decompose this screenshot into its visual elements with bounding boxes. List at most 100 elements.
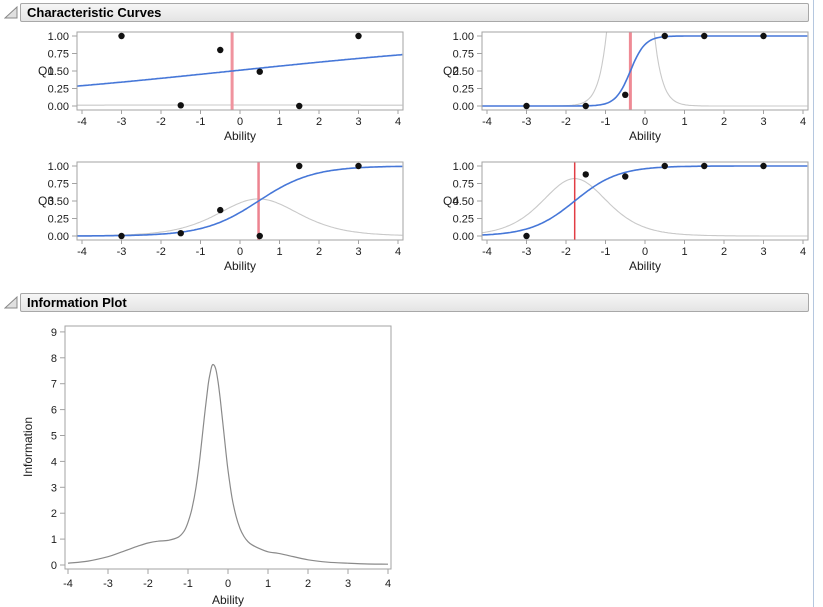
y-tick-label: 0.00 bbox=[48, 101, 69, 113]
item-label: Q1 bbox=[38, 64, 54, 78]
x-tick-label: -3 bbox=[522, 246, 532, 258]
x-tick-label: -2 bbox=[561, 246, 571, 258]
information-chart: 0 1 2 3 4 5 6 7 8 9 -4 -3 -2 -1 0 1 2 3 4 Ability Informatio… bbox=[21, 325, 392, 607]
data-point[interactable] bbox=[661, 162, 668, 170]
y-tick-label: 1.00 bbox=[48, 31, 69, 43]
x-tick-label: 0 bbox=[225, 578, 231, 590]
data-point[interactable] bbox=[701, 32, 708, 40]
data-point[interactable] bbox=[256, 232, 263, 240]
data-point[interactable] bbox=[622, 91, 629, 98]
x-tick-label: 2 bbox=[721, 246, 727, 258]
y-tick-label: 0.00 bbox=[453, 101, 474, 113]
plot-frame bbox=[76, 161, 404, 241]
x-tick-label: -1 bbox=[196, 116, 206, 128]
section-title: Information Plot bbox=[27, 295, 127, 310]
item-label: Q2 bbox=[443, 64, 459, 78]
data-point[interactable] bbox=[582, 102, 589, 110]
x-tick-label: -4 bbox=[482, 246, 492, 258]
plot-frame bbox=[64, 325, 392, 570]
y-tick-label: 0.25 bbox=[453, 84, 474, 96]
data-point[interactable] bbox=[256, 68, 263, 75]
x-axis-title: Ability bbox=[212, 593, 244, 607]
data-point[interactable] bbox=[296, 162, 303, 170]
y-tick-label: 0.50 bbox=[453, 66, 474, 78]
data-point[interactable] bbox=[355, 162, 362, 170]
y-tick-label: 0.00 bbox=[453, 231, 474, 243]
x-tick-label: -4 bbox=[77, 116, 87, 128]
data-point[interactable] bbox=[118, 232, 125, 240]
information-chart-container: 0 1 2 3 4 5 6 7 8 9 -4 -3 -2 -1 0 1 2 3 4 Ability Informatio… bbox=[20, 316, 420, 607]
data-point[interactable] bbox=[118, 32, 125, 40]
x-tick-label: 1 bbox=[681, 246, 687, 258]
y-tick-label: 0.25 bbox=[453, 214, 474, 226]
y-tick-label: 0.75 bbox=[48, 49, 69, 61]
x-tick-label: -1 bbox=[196, 246, 206, 258]
x-tick-label: 0 bbox=[237, 116, 243, 128]
data-point[interactable] bbox=[355, 32, 362, 40]
x-tick-label: 1 bbox=[681, 116, 687, 128]
icc-curve bbox=[77, 53, 403, 87]
y-axis-title: Information bbox=[21, 417, 35, 477]
disclosure-triangle-shape bbox=[4, 296, 18, 309]
y-tick-label: 3 bbox=[51, 482, 57, 494]
x-tick-label: 1 bbox=[265, 578, 271, 590]
x-tick-label: 4 bbox=[395, 246, 401, 258]
y-tick-label: 9 bbox=[51, 327, 57, 339]
plot-frame bbox=[76, 31, 404, 111]
data-point[interactable] bbox=[760, 32, 767, 40]
disclosure-triangle-icon[interactable] bbox=[4, 296, 18, 309]
x-tick-label: 1 bbox=[276, 246, 282, 258]
x-tick-label: -1 bbox=[601, 246, 611, 258]
y-tick-label: 0 bbox=[51, 560, 57, 572]
x-tick-label: 3 bbox=[355, 246, 361, 258]
x-tick-label: 3 bbox=[355, 116, 361, 128]
data-point[interactable] bbox=[760, 162, 767, 170]
section-header-information-plot[interactable]: Information Plot bbox=[20, 293, 809, 312]
x-tick-label: -4 bbox=[63, 578, 73, 590]
data-point[interactable] bbox=[523, 102, 530, 110]
y-tick-label: 0.25 bbox=[48, 84, 69, 96]
x-tick-label: 4 bbox=[800, 246, 806, 258]
item-label: Q4 bbox=[443, 194, 459, 208]
data-point[interactable] bbox=[701, 162, 708, 170]
data-point[interactable] bbox=[296, 102, 303, 110]
x-tick-label: 4 bbox=[385, 578, 391, 590]
y-tick-label: 0.75 bbox=[48, 179, 69, 191]
x-tick-label: -2 bbox=[143, 578, 153, 590]
y-tick-label: 0.00 bbox=[48, 231, 69, 243]
pane-right-edge bbox=[813, 0, 814, 607]
data-point[interactable] bbox=[177, 102, 184, 109]
icc-chart-Q3: 0.00 0.25 0.50 0.75 1.00 -4 -3 -2 -1 0 1 2 3 4 Q3 Abili… bbox=[38, 161, 404, 273]
data-point[interactable] bbox=[217, 46, 224, 54]
total-information-curve bbox=[67, 363, 389, 565]
x-tick-label: 3 bbox=[760, 116, 766, 128]
data-point[interactable] bbox=[582, 171, 589, 178]
y-tick-label: 7 bbox=[51, 379, 57, 391]
y-tick-label: 5 bbox=[51, 431, 57, 443]
icc-chart-container-q1: 0.00 0.25 0.50 0.75 1.00 -4 -3 -2 -1 0 1 2 3 4 Q1 Abili… bbox=[20, 28, 410, 153]
section-title: Characteristic Curves bbox=[27, 5, 162, 20]
icc-curve bbox=[77, 165, 403, 237]
data-point[interactable] bbox=[622, 173, 629, 180]
icc-chart-container-q2: 0.00 0.25 0.50 0.75 1.00 -4 -3 -2 -1 0 1 2 3 4 Q2 Abili… bbox=[425, 28, 815, 153]
data-point[interactable] bbox=[523, 232, 530, 240]
x-tick-label: -3 bbox=[117, 246, 127, 258]
x-axis-title: Ability bbox=[224, 259, 256, 273]
x-tick-label: 2 bbox=[316, 246, 322, 258]
section-header-characteristic-curves[interactable]: Characteristic Curves bbox=[20, 3, 809, 22]
x-tick-label: 2 bbox=[316, 116, 322, 128]
x-axis-title: Ability bbox=[224, 129, 256, 143]
data-point[interactable] bbox=[177, 230, 184, 237]
icc-curve bbox=[482, 35, 808, 107]
data-point[interactable] bbox=[661, 32, 668, 40]
x-tick-label: 1 bbox=[276, 116, 282, 128]
data-point[interactable] bbox=[217, 206, 224, 214]
y-tick-label: 0.50 bbox=[48, 66, 69, 78]
x-axis-title: Ability bbox=[629, 129, 661, 143]
x-axis-title: Ability bbox=[629, 259, 661, 273]
disclosure-triangle-icon[interactable] bbox=[4, 6, 18, 19]
x-tick-label: -3 bbox=[117, 116, 127, 128]
y-tick-label: 0.50 bbox=[453, 196, 474, 208]
x-tick-label: 0 bbox=[642, 246, 648, 258]
